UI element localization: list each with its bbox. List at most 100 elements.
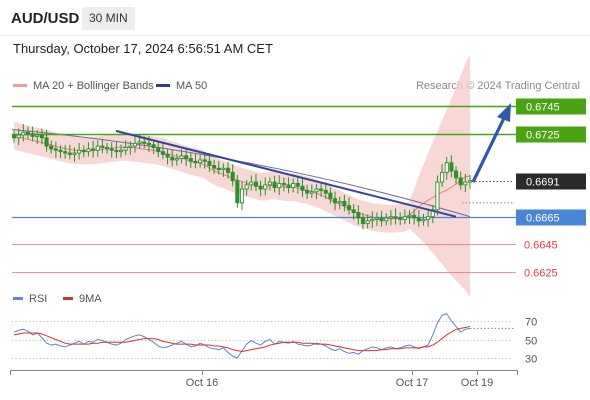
candle-body xyxy=(295,183,300,187)
level-label-0.6745: 0.6745 xyxy=(526,102,560,114)
rsi-tick-50: 50 xyxy=(525,336,537,348)
candle-body xyxy=(160,151,165,155)
candle-body xyxy=(249,181,254,186)
candle-body xyxy=(351,209,356,213)
candle-body xyxy=(333,198,338,204)
candle-body xyxy=(393,216,398,219)
candle-body xyxy=(407,214,412,218)
candle-body xyxy=(337,200,342,204)
candle-body xyxy=(123,147,128,151)
candle-body xyxy=(449,162,454,172)
current-price-label: 0.6691 xyxy=(526,177,560,189)
ma50-swatch-icon xyxy=(156,83,170,87)
legend-rsi-label: RSI xyxy=(29,293,48,305)
candle-body xyxy=(25,131,31,135)
candle-body xyxy=(356,212,361,219)
candle-body xyxy=(188,158,193,162)
candle-body xyxy=(21,131,26,136)
candle-body xyxy=(360,217,366,225)
candle-body xyxy=(328,192,333,200)
candle-body xyxy=(184,155,189,160)
candle-body xyxy=(458,177,463,186)
candle-body xyxy=(137,141,142,144)
level-label-0.6665: 0.6665 xyxy=(526,213,560,225)
candle-body xyxy=(263,184,268,190)
candle-body xyxy=(286,184,291,189)
candle-body xyxy=(239,188,245,204)
candle-body xyxy=(463,181,468,186)
candle-body xyxy=(272,181,277,189)
rsi-ma-swatch-icon xyxy=(63,296,73,300)
candle-body xyxy=(35,134,40,137)
candle-body xyxy=(388,216,393,219)
rsi-line xyxy=(13,312,471,359)
candle-body xyxy=(412,214,417,219)
candle-body xyxy=(258,185,263,190)
ma50-line xyxy=(11,129,471,218)
candle-body xyxy=(398,217,403,220)
candle-body xyxy=(67,152,72,155)
level-tag-0.6665 xyxy=(516,209,586,226)
candle-body xyxy=(72,152,77,155)
candle-body xyxy=(151,144,156,148)
candles xyxy=(11,124,473,230)
candle-body xyxy=(118,149,124,153)
legend-9ma-label: 9MA xyxy=(79,293,102,305)
legend-bollinger-label: MA 20 + Bollinger Bands xyxy=(33,80,154,92)
candle-body xyxy=(453,170,459,179)
legend-9ma: 9MA xyxy=(63,293,102,305)
candle-body xyxy=(91,148,96,151)
level-tag-0.6745 xyxy=(516,98,586,115)
candle-body xyxy=(132,142,138,147)
candle-body xyxy=(416,217,421,222)
rsi-ma-line xyxy=(13,326,471,353)
forecast-arrow-shaft xyxy=(471,115,507,183)
candle-body xyxy=(300,185,305,191)
candle-body xyxy=(81,149,86,153)
candle-body xyxy=(421,218,426,222)
legend-bollinger: MA 20 + Bollinger Bands xyxy=(13,80,154,92)
candle-body xyxy=(277,183,282,189)
rsi-swatch-icon xyxy=(13,296,23,300)
candle-body xyxy=(216,167,221,171)
candle-body xyxy=(323,189,328,194)
symbol-title: AUD/USD xyxy=(11,10,80,27)
candle-body xyxy=(63,151,68,154)
candle-body xyxy=(49,145,54,150)
candle-body xyxy=(207,160,212,166)
candle-body xyxy=(39,134,44,139)
downtrend-line xyxy=(115,129,457,218)
x-tick-label-2: Oct 19 xyxy=(461,377,493,389)
candle-body xyxy=(230,171,235,182)
header-bar: AUD/USD 30 MIN xyxy=(0,0,590,35)
candle-body xyxy=(58,149,63,153)
candle-body xyxy=(30,133,35,137)
candle-body xyxy=(114,149,119,153)
legend-ma50-label: MA 50 xyxy=(176,80,208,92)
candle-body xyxy=(379,217,384,222)
level-label-0.6725: 0.6725 xyxy=(526,130,560,142)
candle-body xyxy=(109,148,114,151)
candle-body xyxy=(319,188,324,191)
candle-body xyxy=(100,145,105,148)
candle-body xyxy=(314,188,319,193)
candle-body xyxy=(253,181,259,187)
candle-body xyxy=(221,167,226,171)
candle-body xyxy=(165,153,170,158)
candle-body xyxy=(142,141,147,144)
timeframe-badge[interactable]: 30 MIN xyxy=(82,7,135,30)
candle-body xyxy=(77,149,82,154)
candle-body xyxy=(105,147,110,150)
candle-body xyxy=(16,134,21,139)
candle-body xyxy=(156,147,161,153)
candle-body xyxy=(342,200,347,207)
candle-body xyxy=(346,205,352,211)
candle-body xyxy=(440,171,445,183)
bollinger-band xyxy=(14,54,470,298)
candle-body xyxy=(174,158,179,161)
candle-body xyxy=(291,183,296,189)
rsi-tick-30: 30 xyxy=(525,354,537,366)
candle-body xyxy=(146,142,151,146)
candle-body xyxy=(44,137,49,147)
